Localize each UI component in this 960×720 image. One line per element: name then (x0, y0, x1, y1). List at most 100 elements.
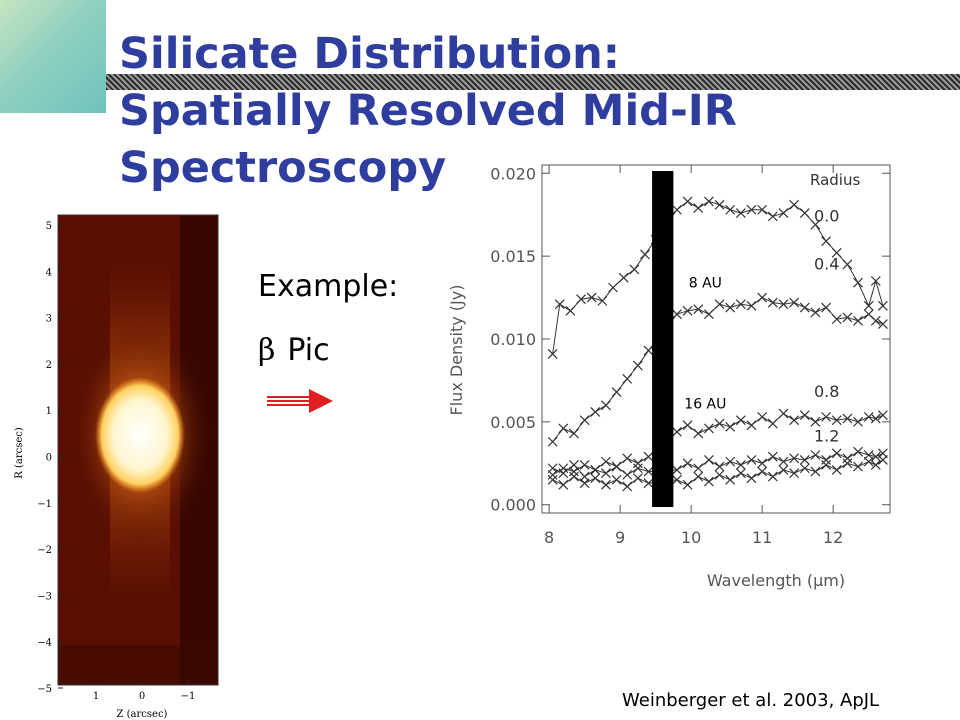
image-y-tick-label: −1 (37, 499, 52, 510)
data-point (799, 410, 810, 421)
spectra-chart: 0.000 0.005 0.010 0.015 0.020 8 9 10 11 12 Radius… (447, 164, 891, 590)
data-point (703, 309, 714, 320)
data-point (632, 463, 643, 474)
data-point (821, 236, 832, 247)
data-point (622, 373, 633, 384)
data-point (757, 204, 768, 215)
data-point (789, 468, 800, 479)
y-tick-label: 0.010 (490, 330, 536, 349)
data-point (778, 456, 789, 467)
data-point (799, 208, 810, 218)
image-y-tick-label: −2 (37, 545, 52, 556)
series-line (552, 296, 884, 443)
data-point (590, 464, 601, 475)
image-y-tick-label: 0 (46, 453, 52, 464)
data-point (757, 466, 768, 477)
corner-decoration (0, 0, 106, 113)
image-y-label: R (arcsec) (14, 427, 25, 479)
data-point (672, 474, 682, 485)
data-point (672, 464, 682, 475)
data-point (569, 471, 579, 482)
data-point (632, 473, 643, 484)
data-point (810, 466, 821, 477)
data-point (586, 292, 597, 303)
data-point (608, 282, 618, 293)
data-point (757, 411, 768, 422)
data-point (600, 479, 611, 490)
title-line-2: Spatially Resolved Mid-IR (119, 86, 737, 136)
chart-x-label: Wavelength (μm) (707, 571, 845, 590)
data-point (725, 421, 736, 432)
target-line: β Pic (258, 319, 398, 383)
image-x-tick-label: −1 (181, 691, 196, 702)
x-tick-label: 9 (615, 528, 625, 547)
data-point (831, 314, 842, 325)
chart-legend: Radius 0.0 0.4 0.8 1.2 (810, 171, 860, 446)
data-point (746, 420, 757, 431)
disk-core (95, 377, 185, 493)
image-x-tick-label: 0 (139, 691, 145, 702)
y-tick-label: 0.015 (490, 247, 536, 266)
x-tick-label: 11 (752, 528, 772, 547)
data-point (714, 469, 725, 480)
data-point (870, 460, 881, 470)
data-point (682, 479, 693, 490)
data-point (877, 319, 888, 330)
chart-y-label: Flux Density (Jy) (447, 285, 466, 416)
data-point (725, 474, 736, 485)
data-point (569, 428, 579, 439)
data-point (778, 408, 789, 419)
data-point (554, 299, 565, 310)
data-point (590, 473, 601, 484)
data-point (693, 428, 704, 439)
data-point (757, 292, 768, 303)
data-point (682, 420, 693, 431)
legend-title: Radius (810, 171, 860, 189)
image-x-label: Z (arcsec) (117, 709, 168, 720)
data-point (810, 219, 821, 230)
image-y-ticks: 5 4 3 2 1 0 −1 −2 −3 −4 −5 (37, 221, 63, 695)
data-point (853, 315, 863, 326)
image-y-tick-label: 3 (46, 314, 52, 325)
data-point (682, 305, 693, 316)
disk-image-panel: 5 4 3 2 1 0 −1 −2 −3 −4 −5 1 0 −1 R (arcsec) Z (arcs… (14, 214, 219, 720)
data-point (842, 413, 853, 424)
data-point (870, 413, 881, 424)
data-point (629, 264, 640, 275)
data-point (810, 307, 821, 318)
image-x-tick-label: 1 (93, 691, 99, 702)
data-point (735, 460, 746, 470)
data-point (863, 300, 874, 311)
data-point (622, 453, 633, 464)
data-point (767, 211, 778, 222)
data-point (672, 426, 682, 437)
data-point (863, 456, 874, 467)
image-frame (57, 214, 219, 686)
data-point (579, 415, 590, 426)
data-point (799, 463, 810, 474)
image-y-tick-label: −5 (37, 684, 52, 695)
data-point (597, 295, 608, 306)
y-tick-label: 0.005 (490, 413, 536, 432)
data-point (799, 455, 810, 465)
data-point (590, 406, 601, 417)
data-point (558, 468, 569, 479)
data-point (853, 461, 863, 472)
data-point (842, 259, 853, 270)
image-x-ticks: 1 0 −1 (93, 680, 196, 702)
data-point (547, 348, 558, 359)
x-tick-label: 10 (681, 528, 701, 547)
data-point (842, 458, 853, 469)
data-point (735, 415, 746, 426)
data-point (558, 479, 569, 490)
data-point (558, 423, 569, 434)
data-point (831, 247, 842, 258)
data-point (547, 474, 558, 485)
data-point (831, 448, 842, 459)
data-point (870, 451, 881, 462)
data-point (767, 451, 778, 462)
image-y-tick-label: 4 (46, 267, 52, 278)
data-point (746, 473, 757, 484)
data-point (877, 300, 888, 311)
data-point (831, 415, 842, 426)
